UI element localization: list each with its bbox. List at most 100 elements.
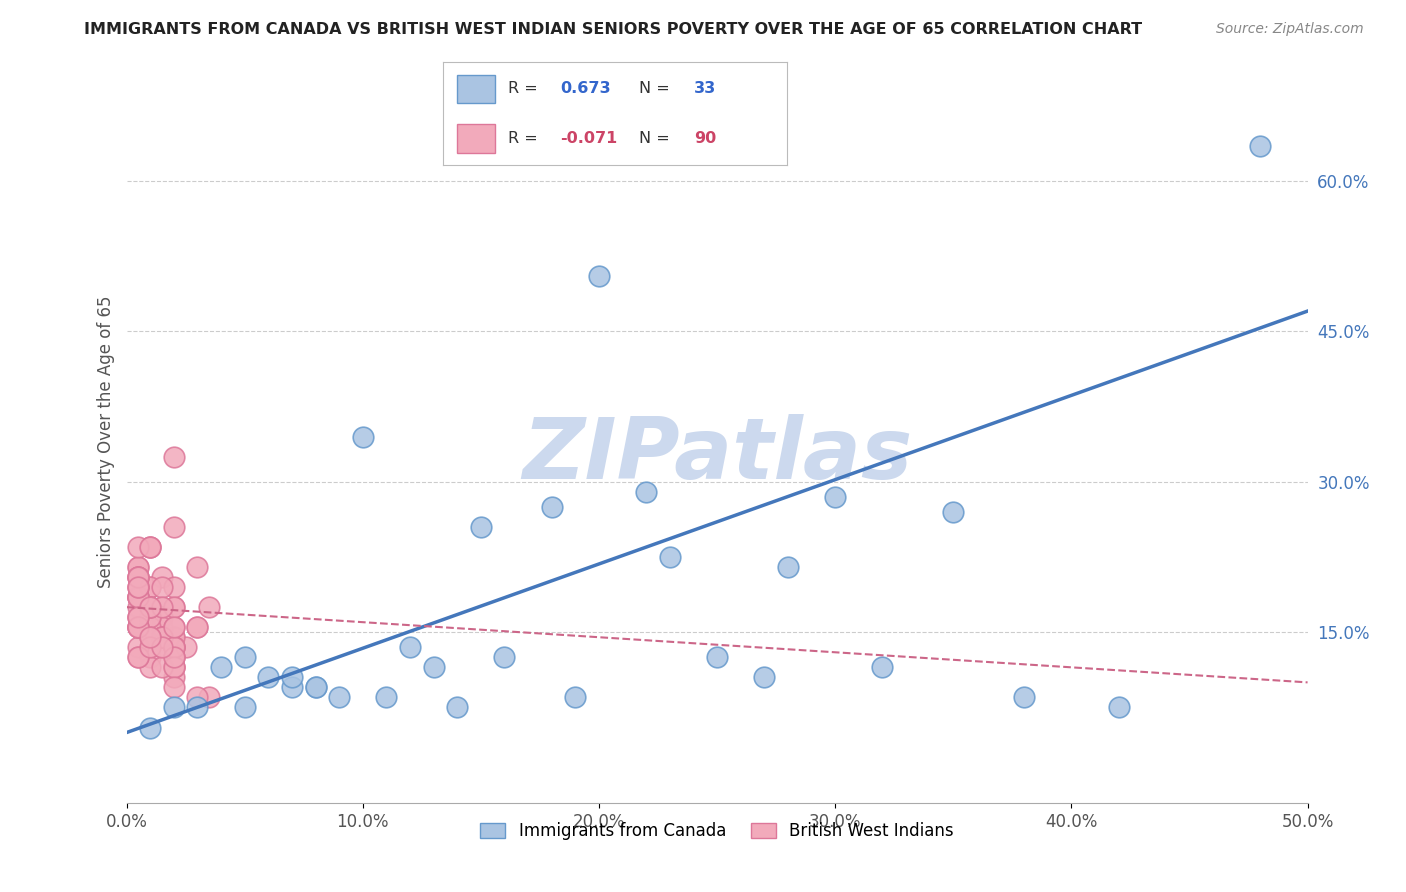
Immigrants from Canada [564,690,586,705]
British West Indians [150,660,173,674]
Immigrants from Canada [658,549,681,564]
Immigrants from Canada [872,660,894,674]
British West Indians [139,640,162,655]
British West Indians [198,600,221,615]
British West Indians [127,570,149,584]
British West Indians [139,540,162,554]
British West Indians [150,630,173,644]
British West Indians [139,540,162,554]
British West Indians [150,630,173,644]
Text: N =: N = [640,81,675,96]
British West Indians [139,540,162,554]
British West Indians [163,650,186,665]
Immigrants from Canada [754,670,776,684]
British West Indians [139,610,162,624]
British West Indians [139,600,162,615]
Immigrants from Canada [942,505,965,519]
British West Indians [139,640,162,655]
FancyBboxPatch shape [457,75,495,103]
British West Indians [127,620,149,634]
British West Indians [150,570,173,584]
British West Indians [150,640,173,655]
British West Indians [174,640,197,655]
British West Indians [150,630,173,644]
British West Indians [163,640,186,655]
British West Indians [163,640,186,655]
British West Indians [127,560,149,574]
British West Indians [127,620,149,634]
British West Indians [150,640,173,655]
British West Indians [127,650,149,665]
Immigrants from Canada [1012,690,1035,705]
FancyBboxPatch shape [457,124,495,153]
British West Indians [139,650,162,665]
Immigrants from Canada [399,640,422,655]
British West Indians [139,580,162,594]
British West Indians [163,620,186,634]
British West Indians [127,600,149,615]
British West Indians [139,620,162,634]
Immigrants from Canada [422,660,444,674]
British West Indians [150,580,173,594]
British West Indians [127,580,149,594]
British West Indians [150,610,173,624]
Immigrants from Canada [209,660,232,674]
Immigrants from Canada [540,500,562,514]
Text: ZIPatlas: ZIPatlas [522,415,912,498]
British West Indians [127,580,149,594]
British West Indians [139,630,162,644]
Immigrants from Canada [776,560,799,574]
British West Indians [127,590,149,604]
British West Indians [127,540,149,554]
Y-axis label: Seniors Poverty Over the Age of 65: Seniors Poverty Over the Age of 65 [97,295,115,588]
Immigrants from Canada [1108,700,1130,714]
British West Indians [163,670,186,684]
British West Indians [127,620,149,634]
British West Indians [186,620,208,634]
Immigrants from Canada [1249,138,1271,153]
British West Indians [198,690,221,705]
British West Indians [163,520,186,534]
British West Indians [163,600,186,615]
Immigrants from Canada [139,721,162,735]
British West Indians [163,450,186,464]
Text: R =: R = [509,131,543,146]
British West Indians [139,600,162,615]
British West Indians [186,560,208,574]
British West Indians [139,630,162,644]
British West Indians [163,660,186,674]
British West Indians [139,620,162,634]
British West Indians [127,590,149,604]
British West Indians [139,630,162,644]
Immigrants from Canada [494,650,516,665]
British West Indians [163,620,186,634]
Immigrants from Canada [233,700,256,714]
British West Indians [163,630,186,644]
British West Indians [127,590,149,604]
British West Indians [127,610,149,624]
British West Indians [127,580,149,594]
Legend: Immigrants from Canada, British West Indians: Immigrants from Canada, British West Ind… [474,815,960,847]
Immigrants from Canada [352,429,374,443]
British West Indians [139,600,162,615]
British West Indians [127,590,149,604]
Immigrants from Canada [328,690,350,705]
British West Indians [127,610,149,624]
Immigrants from Canada [281,670,304,684]
British West Indians [163,600,186,615]
British West Indians [139,610,162,624]
British West Indians [163,630,186,644]
Immigrants from Canada [233,650,256,665]
British West Indians [139,600,162,615]
Text: Source: ZipAtlas.com: Source: ZipAtlas.com [1216,22,1364,37]
Text: 0.673: 0.673 [560,81,610,96]
British West Indians [127,640,149,655]
British West Indians [127,620,149,634]
British West Indians [127,570,149,584]
British West Indians [139,580,162,594]
British West Indians [163,650,186,665]
British West Indians [127,590,149,604]
British West Indians [163,640,186,655]
Text: 33: 33 [695,81,717,96]
British West Indians [163,660,186,674]
